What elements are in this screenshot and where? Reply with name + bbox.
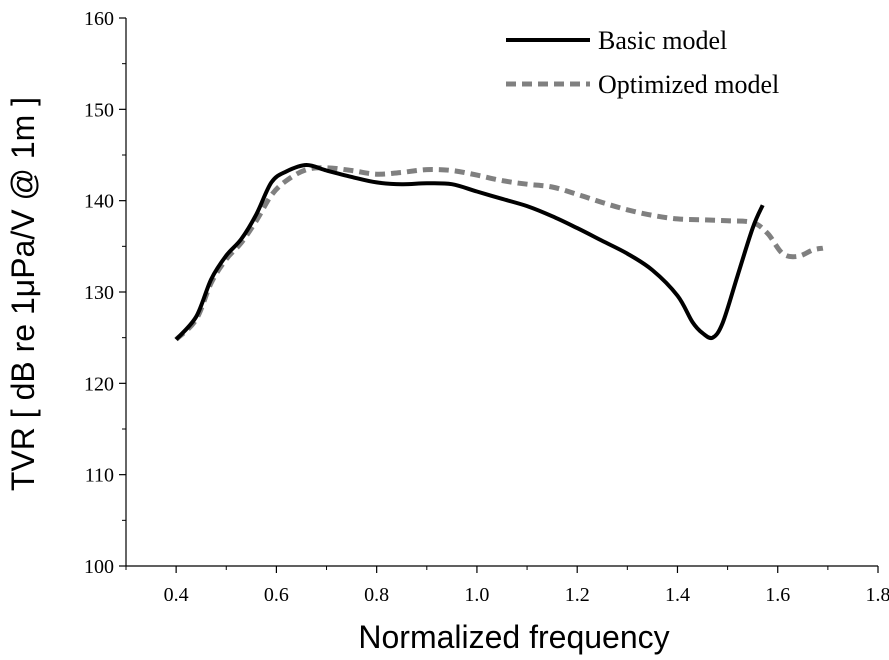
x-tick-label: 0.8: [364, 584, 389, 606]
series-line-optimized-model: [174, 165, 824, 342]
y-tick-label: 160: [84, 8, 114, 30]
series-line-basic-model: [174, 162, 765, 341]
x-tick-label: 0.4: [164, 584, 189, 606]
x-axis-ticks: 0.4 0.6 0.8 1.0 1.2 1.4 1.6 1.8: [125, 566, 889, 606]
x-tick-label: 0.6: [264, 584, 289, 606]
y-tick-label: 140: [84, 191, 114, 213]
y-tick-label: 130: [84, 282, 114, 304]
y-tick-label: 110: [85, 465, 114, 487]
x-tick-label: 1.4: [665, 584, 690, 606]
plot-frame: [125, 18, 878, 567]
x-tick-label: 1.2: [565, 584, 590, 606]
y-axis-ticks: 100 110 120 130 140 150 160: [84, 8, 126, 578]
x-axis-title: Normalized frequency: [358, 619, 669, 655]
legend-label: Basic model: [598, 26, 727, 55]
x-tick-label: 1.8: [866, 584, 889, 606]
y-tick-label: 150: [84, 99, 114, 121]
x-tick-label: 1.6: [765, 584, 790, 606]
y-tick-label: 100: [84, 556, 114, 578]
series-layer: [174, 162, 824, 342]
legend: Basic model Optimized model: [506, 26, 779, 99]
x-tick-label: 1.0: [464, 584, 489, 606]
legend-label: Optimized model: [598, 70, 779, 99]
y-tick-label: 120: [84, 373, 114, 395]
y-axis-title: TVR [ dB re 1μPa/V @ 1m ]: [5, 97, 41, 491]
